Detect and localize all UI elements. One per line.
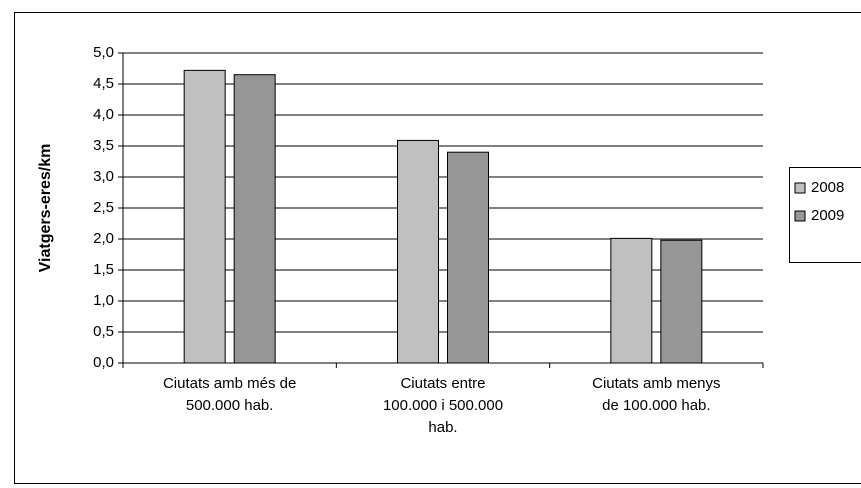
x-tick-label: Ciutats entre 100.000 i 500.000 hab.: [382, 375, 504, 436]
y-tick-label: 2,0: [93, 230, 114, 247]
y-tick-label: 0,5: [93, 323, 114, 340]
y-tick-label: 4,0: [93, 106, 114, 123]
y-axis-label: Viatgers-eres/km: [37, 144, 54, 273]
y-tick-label: 5,0: [93, 44, 114, 61]
bar: [447, 151, 489, 364]
y-tick-label: 4,5: [93, 75, 114, 92]
x-tick-label: Ciutats amb menys de 100.000 hab.: [592, 375, 721, 414]
bar: [233, 74, 276, 364]
bar: [183, 69, 226, 364]
y-tick-label: 3,5: [93, 137, 114, 154]
y-tick-label: 1,5: [93, 261, 114, 278]
legend-label: 2009: [811, 207, 844, 224]
y-tick-label: 0,0: [93, 354, 114, 371]
legend-label: 2008: [811, 179, 844, 196]
legend-swatch: [794, 210, 806, 222]
legend-swatch: [794, 182, 806, 194]
y-tick-label: 3,0: [93, 168, 114, 185]
bar: [397, 139, 439, 364]
x-tick-label: Ciutats amb més de 500.000 hab.: [162, 375, 297, 414]
y-tick-label: 1,0: [93, 292, 114, 309]
bar: [610, 237, 653, 364]
bar: [660, 239, 703, 364]
y-tick-label: 2,5: [93, 199, 114, 216]
